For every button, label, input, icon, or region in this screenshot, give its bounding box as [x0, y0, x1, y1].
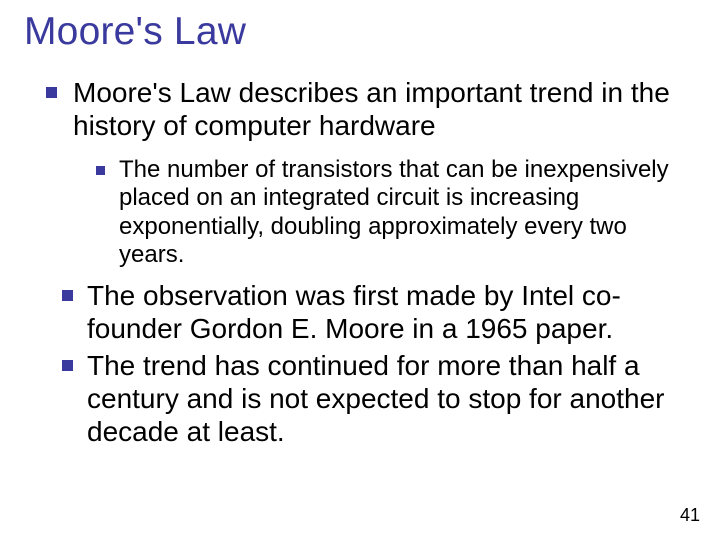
bullet-text: Moore's Law describes an important trend…	[73, 76, 696, 142]
bullet-item-level1: The observation was first made by Intel …	[62, 279, 696, 345]
slide-title: Moore's Law	[24, 10, 696, 54]
bullet-item-level2: The number of transistors that can be in…	[96, 156, 696, 269]
bullet-item-level1: Moore's Law describes an important trend…	[46, 76, 696, 142]
bullet-text: The observation was first made by Intel …	[87, 279, 696, 345]
slide: Moore's Law Moore's Law describes an imp…	[0, 0, 720, 540]
bullet-text: The number of transistors that can be in…	[119, 156, 696, 269]
page-number: 41	[680, 505, 700, 526]
square-bullet-icon	[96, 166, 105, 175]
bullet-text: The trend has continued for more than ha…	[87, 349, 696, 448]
square-bullet-icon	[46, 87, 57, 98]
bullet-item-level1: The trend has continued for more than ha…	[62, 349, 696, 448]
square-bullet-icon	[62, 360, 73, 371]
square-bullet-icon	[62, 290, 73, 301]
